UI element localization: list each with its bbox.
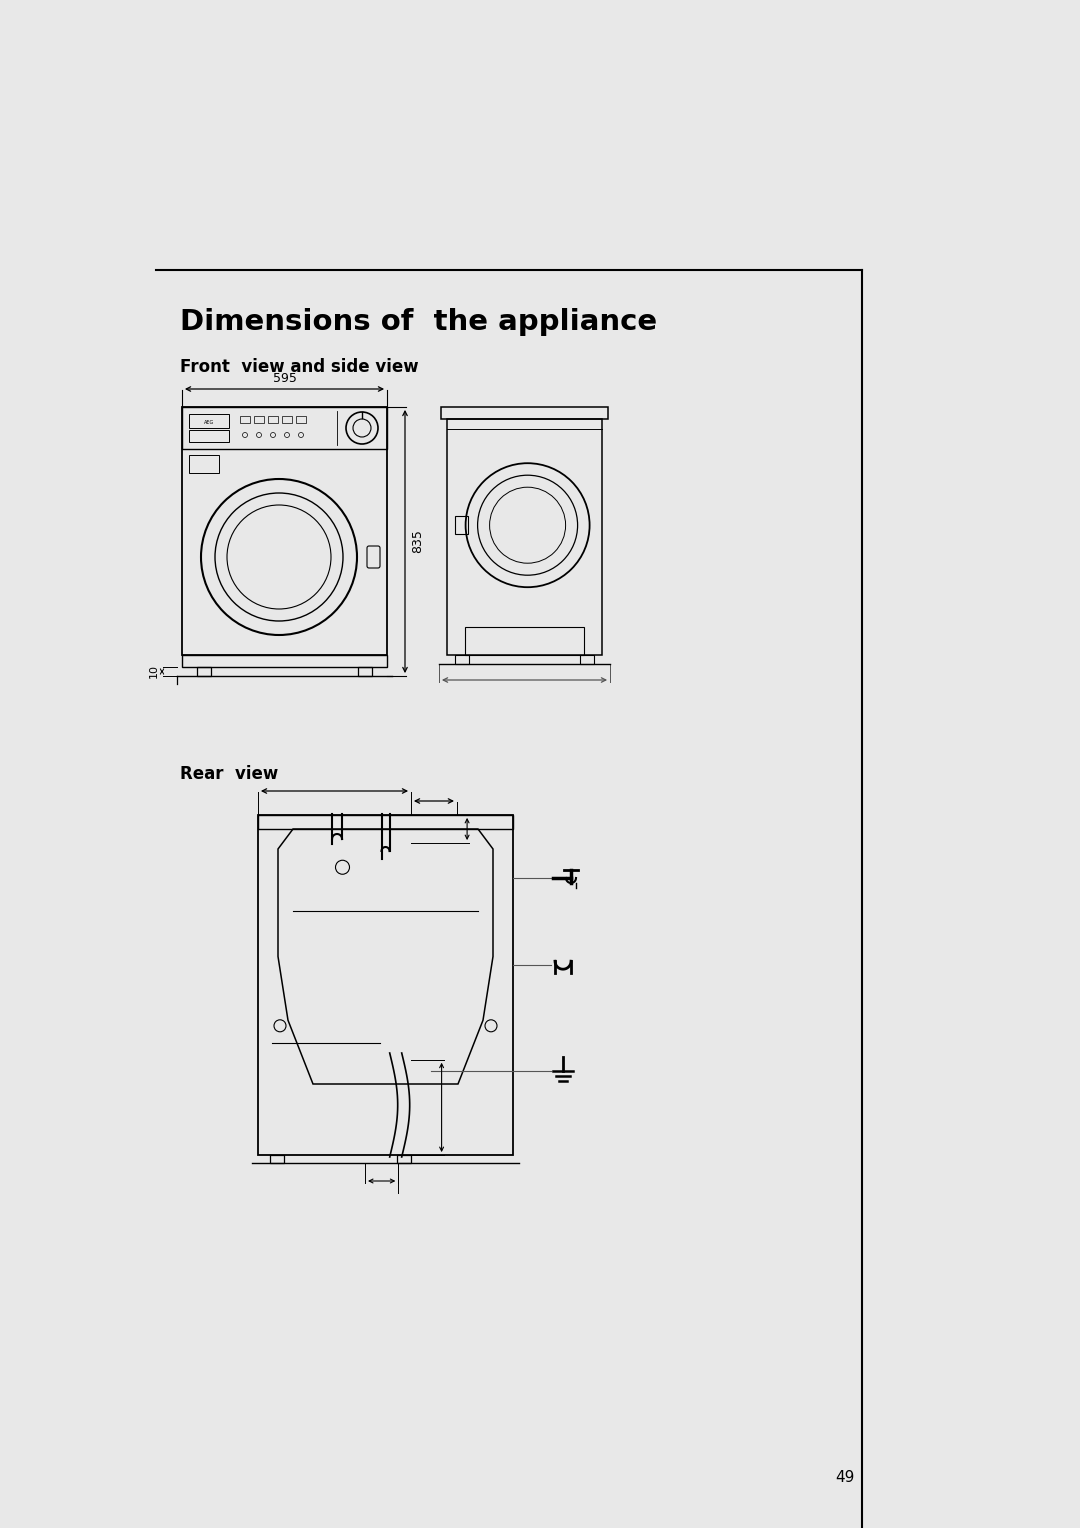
Text: 595: 595 bbox=[272, 371, 296, 385]
Bar bbox=[580, 656, 594, 665]
Bar bbox=[296, 416, 306, 423]
Bar bbox=[240, 416, 249, 423]
Text: 10: 10 bbox=[149, 665, 159, 678]
Text: Front  view and side view: Front view and side view bbox=[180, 358, 419, 376]
Bar bbox=[189, 455, 219, 474]
Text: 835: 835 bbox=[411, 530, 424, 553]
Text: Rear  view: Rear view bbox=[180, 766, 279, 782]
Bar bbox=[465, 626, 584, 656]
Bar bbox=[455, 656, 469, 665]
Bar bbox=[197, 668, 211, 675]
Bar bbox=[183, 406, 387, 449]
Text: 49: 49 bbox=[836, 1470, 855, 1485]
Bar bbox=[441, 406, 608, 419]
Bar bbox=[183, 656, 387, 668]
Bar bbox=[455, 516, 468, 535]
Bar bbox=[183, 406, 387, 656]
Text: Dimensions of  the appliance: Dimensions of the appliance bbox=[180, 309, 657, 336]
Bar bbox=[258, 814, 513, 830]
Bar bbox=[270, 1155, 284, 1163]
Bar bbox=[189, 414, 229, 428]
Bar bbox=[268, 416, 278, 423]
Bar bbox=[397, 1155, 411, 1163]
Bar bbox=[258, 814, 513, 1155]
Bar bbox=[357, 668, 372, 675]
Bar bbox=[282, 416, 292, 423]
Bar bbox=[254, 416, 264, 423]
Bar bbox=[189, 429, 229, 442]
Bar bbox=[447, 419, 602, 656]
Text: AEG: AEG bbox=[204, 420, 214, 425]
